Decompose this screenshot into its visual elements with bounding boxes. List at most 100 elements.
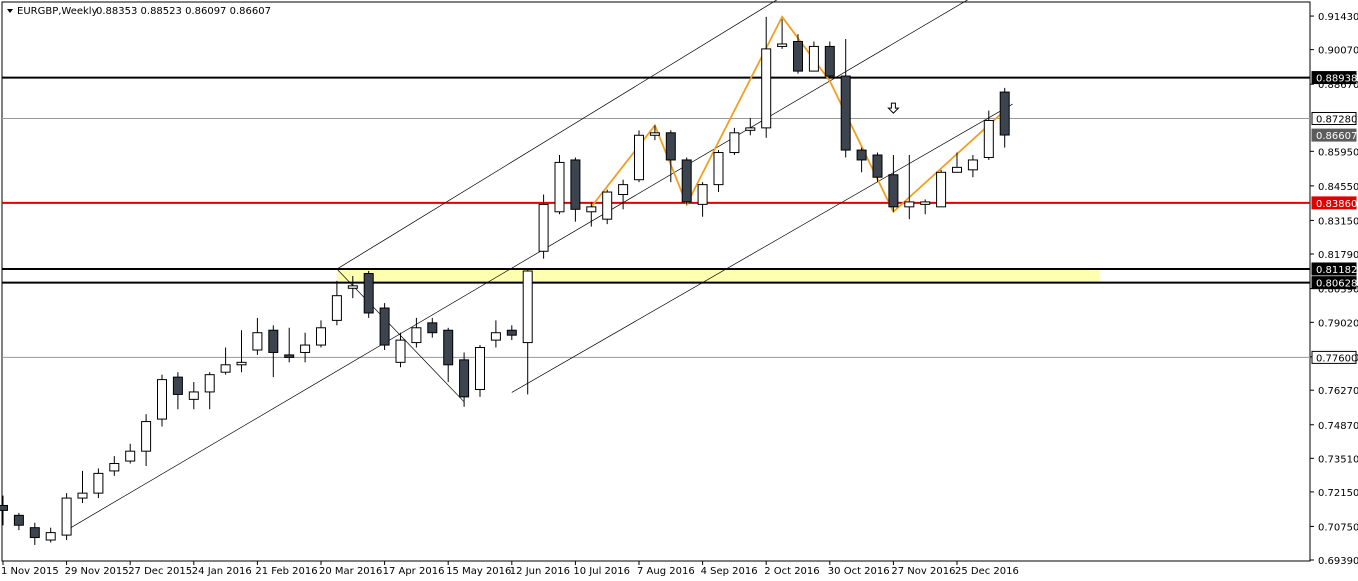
down-arrow-icon[interactable] — [887, 102, 900, 114]
candle[interactable] — [172, 372, 183, 410]
candle[interactable] — [808, 41, 819, 72]
candle[interactable] — [61, 493, 72, 541]
candle[interactable] — [331, 280, 342, 326]
candle[interactable] — [77, 470, 88, 504]
candle[interactable] — [125, 443, 136, 464]
candle-body — [443, 329, 454, 366]
candle[interactable] — [745, 117, 756, 136]
candle[interactable] — [109, 456, 120, 476]
candle[interactable] — [411, 317, 422, 348]
candle-body — [856, 149, 867, 161]
candle[interactable] — [697, 182, 708, 217]
candle[interactable] — [45, 527, 56, 543]
candle[interactable] — [618, 179, 629, 210]
candle[interactable] — [649, 125, 660, 141]
candle[interactable] — [570, 157, 581, 222]
candle[interactable] — [522, 268, 533, 395]
candle[interactable] — [904, 155, 915, 220]
candle-body — [172, 376, 183, 395]
channel-line[interactable] — [511, 103, 1013, 393]
candle[interactable] — [952, 152, 962, 173]
candle[interactable] — [141, 414, 152, 466]
candle[interactable] — [252, 317, 263, 355]
candle[interactable] — [999, 87, 1010, 148]
candle-body — [109, 463, 120, 472]
price-tag: 0.86607 — [1311, 128, 1357, 142]
x-tick-label: 20 Mar 2016 — [319, 566, 382, 577]
candle[interactable] — [761, 16, 772, 138]
candle[interactable] — [840, 39, 851, 158]
candle-body — [268, 329, 279, 353]
candle[interactable] — [157, 374, 167, 427]
candle[interactable] — [856, 147, 867, 173]
candle[interactable] — [506, 325, 517, 341]
candle[interactable] — [490, 320, 501, 348]
candle-body — [475, 347, 485, 390]
candle[interactable] — [300, 332, 311, 363]
y-tick-label: 0.88670 — [1318, 80, 1358, 91]
x-tick-label: 10 Jul 2016 — [573, 566, 630, 577]
candle-body — [967, 159, 978, 171]
candle[interactable] — [395, 332, 406, 368]
candle[interactable] — [983, 110, 994, 160]
x-tick-label: 7 Aug 2016 — [637, 566, 695, 577]
channel-line[interactable] — [66, 0, 1164, 531]
candle[interactable] — [316, 320, 326, 348]
candle[interactable] — [824, 41, 835, 79]
candle[interactable] — [284, 327, 295, 363]
candle[interactable] — [236, 330, 247, 373]
candle[interactable] — [729, 127, 740, 156]
candle[interactable] — [777, 19, 788, 49]
candle[interactable] — [475, 345, 485, 397]
price-tag-label: 0.83860 — [1316, 199, 1357, 210]
candle[interactable] — [443, 327, 454, 383]
candle-body — [618, 184, 629, 196]
candle-body — [141, 421, 152, 452]
candle[interactable] — [427, 317, 438, 338]
candle[interactable] — [936, 169, 947, 208]
candle[interactable] — [681, 157, 692, 205]
candle[interactable] — [554, 155, 565, 215]
candle[interactable] — [29, 522, 40, 545]
candle[interactable] — [920, 199, 931, 215]
candle[interactable] — [634, 130, 644, 183]
candle-body — [665, 132, 676, 161]
candle-body — [506, 329, 517, 336]
candle-body — [204, 374, 215, 393]
y-tick-label: 0.79020 — [1318, 318, 1358, 329]
candle[interactable] — [602, 189, 613, 225]
candle-body — [157, 379, 167, 420]
y-tick-label: 0.85950 — [1318, 147, 1358, 158]
candle[interactable] — [713, 150, 724, 193]
candle[interactable] — [793, 34, 803, 74]
candle[interactable] — [204, 372, 215, 410]
candle[interactable] — [538, 194, 549, 259]
candle[interactable] — [220, 347, 231, 375]
candle[interactable] — [347, 275, 358, 299]
candle[interactable] — [967, 155, 978, 178]
candle-body — [13, 514, 24, 526]
candle[interactable] — [93, 468, 104, 499]
x-tick-label: 15 May 2016 — [446, 566, 511, 577]
channel-line[interactable] — [336, 0, 1164, 270]
candle[interactable] — [363, 271, 374, 318]
x-tick-label: 17 Apr 2016 — [383, 566, 445, 577]
candle[interactable] — [0, 495, 8, 526]
candle-body — [713, 152, 724, 186]
candle[interactable] — [188, 382, 199, 410]
candle-body — [61, 497, 72, 536]
candle-body — [554, 161, 565, 213]
price-tag-label: 0.88938 — [1316, 74, 1357, 85]
candle[interactable] — [268, 325, 279, 378]
dropdown-triangle-icon[interactable] — [7, 9, 13, 13]
candle[interactable] — [379, 303, 390, 350]
candle[interactable] — [665, 130, 676, 183]
candle[interactable] — [872, 152, 883, 183]
candle-body — [490, 332, 501, 341]
candle[interactable] — [888, 155, 899, 212]
candle[interactable] — [586, 201, 597, 227]
candle[interactable] — [13, 512, 24, 531]
candle[interactable] — [459, 352, 470, 407]
candle-body — [904, 201, 915, 208]
